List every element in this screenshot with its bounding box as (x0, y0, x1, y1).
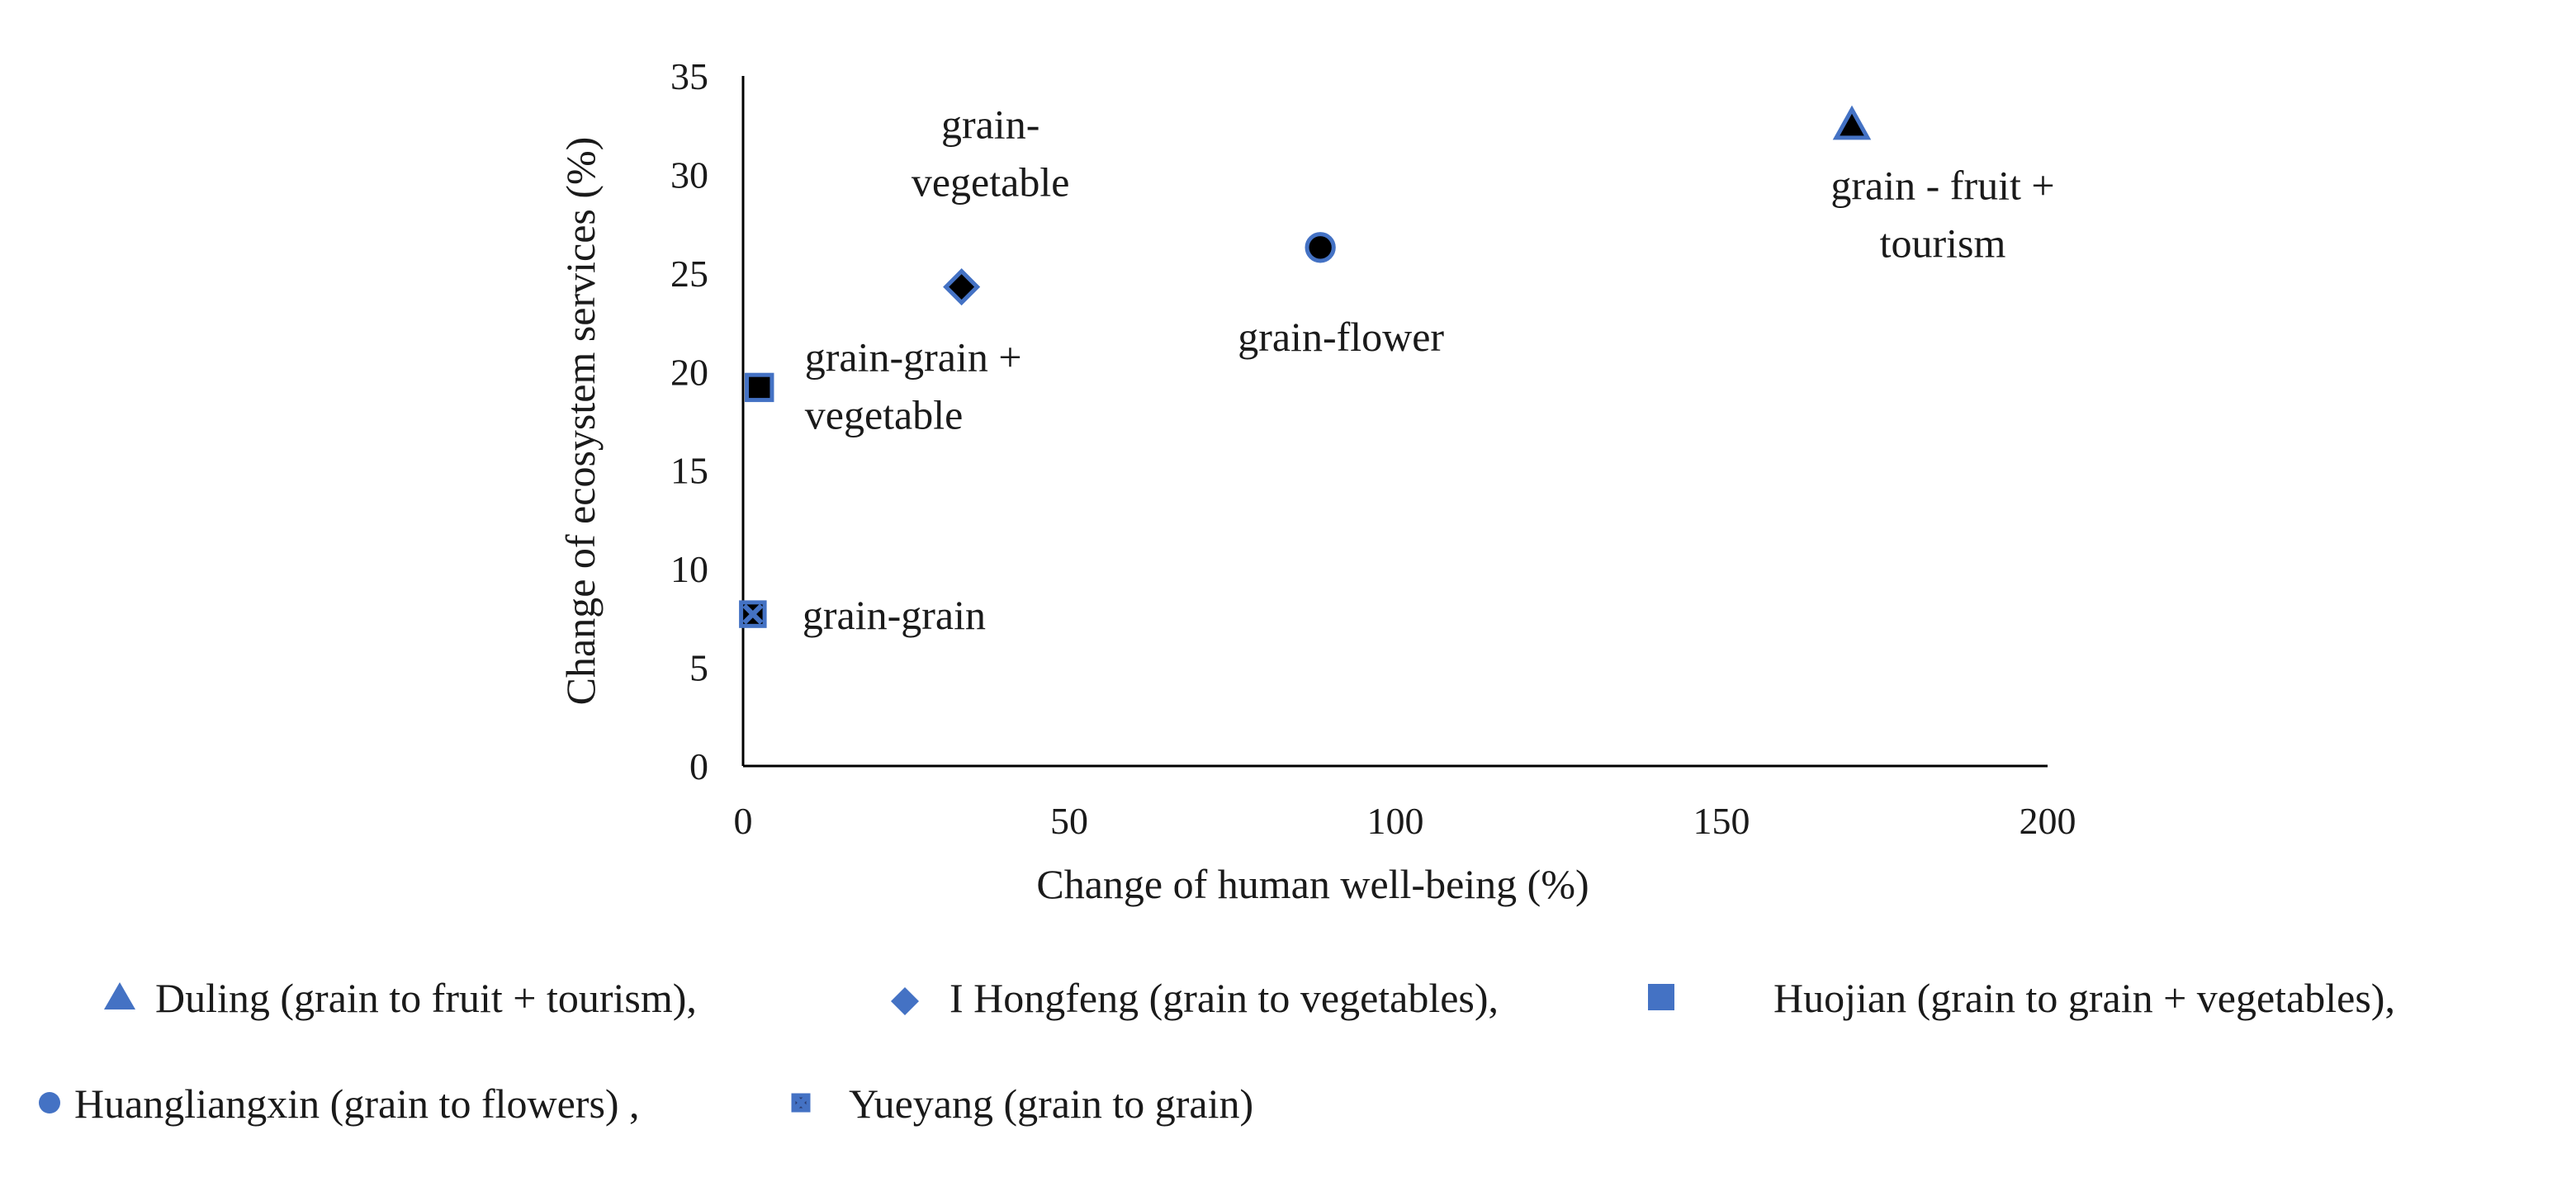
x-tick-labels: 0 50 100 150 200 (734, 800, 2076, 842)
annotation-line: grain - fruit + (1830, 163, 2054, 209)
square-marker (745, 372, 774, 403)
x-tick-label: 50 (1050, 800, 1088, 842)
legend-item: Duling (grain to fruit + tourism), (104, 975, 697, 1021)
point-annotations: grain - fruit + tourismgrain-vegetablegra… (803, 102, 2055, 639)
legend-label: Duling (grain to fruit + tourism), (155, 975, 697, 1021)
data-points (739, 105, 1872, 628)
x-square-cross (742, 603, 764, 625)
y-tick-label: 15 (670, 450, 708, 492)
diamond-marker (943, 268, 981, 306)
x-tick-label: 150 (1693, 800, 1750, 842)
legend-item: Huojian (grain to grain + vegetables), (1648, 975, 2395, 1021)
y-tick-label: 20 (670, 351, 708, 393)
annotation-line: grain- (941, 102, 1039, 148)
legend-marker-square (1648, 984, 1674, 1010)
annotation-line: tourism (1880, 220, 2006, 267)
legend-item: Yueyang (grain to grain) (791, 1080, 1253, 1127)
point-annotation: grain-flower (1238, 314, 1444, 360)
point-annotation: grain-grain + vegetable (805, 333, 1022, 437)
triangle-marker (1832, 105, 1872, 140)
x-tick-label: 200 (2020, 800, 2076, 842)
x-tick-label: 100 (1367, 800, 1424, 842)
circle-marker (1305, 232, 1336, 263)
axes (741, 76, 2048, 768)
legend-marker-triangle (104, 982, 135, 1009)
annotation-line: vegetable (805, 391, 964, 437)
annotation-line: grain-grain (803, 592, 986, 638)
x-tick-label: 0 (734, 800, 753, 842)
data-point-square (745, 372, 774, 403)
legend-item: Huangliangxin (grain to flowers) , (39, 1080, 640, 1127)
y-tick-label: 10 (670, 548, 708, 590)
y-tick-label: 25 (670, 253, 708, 295)
data-point-x-square (739, 600, 767, 628)
legend-item: I Hongfeng (grain to vegetables), (891, 975, 1499, 1021)
point-annotation: grain-grain (803, 592, 986, 638)
legend: Duling (grain to fruit + tourism), I Hong… (39, 975, 2395, 1127)
y-tick-label: 35 (670, 55, 708, 97)
legend-marker-diamond (891, 987, 919, 1015)
legend-label: Huangliangxin (grain to flowers) , (74, 1080, 640, 1127)
annotation-line: grain-flower (1238, 314, 1444, 360)
annotation-line: grain-grain + (805, 333, 1022, 380)
legend-label: I Hongfeng (grain to vegetables), (949, 975, 1499, 1021)
data-point-diamond (943, 268, 981, 306)
data-point-circle (1305, 232, 1336, 263)
legend-marker-circle (39, 1092, 60, 1113)
y-axis-title: Change of ecosystem services (%) (557, 137, 604, 706)
x-square-cross (793, 1095, 808, 1110)
legend-marker-x-square (791, 1093, 811, 1113)
x-axis-title: Change of human well-being (%) (1036, 861, 1589, 907)
data-point-triangle (1832, 105, 1872, 140)
y-tick-labels: 0 5 10 15 20 25 30 35 (670, 55, 708, 787)
legend-label: Huojian (grain to grain + vegetables), (1773, 975, 2395, 1021)
y-tick-label: 30 (670, 154, 708, 196)
y-tick-label: 5 (689, 647, 708, 689)
legend-label: Yueyang (grain to grain) (849, 1080, 1253, 1127)
point-annotation: grain-vegetable (912, 102, 1070, 206)
point-annotation: grain - fruit + tourism (1830, 163, 2054, 267)
y-tick-label: 0 (689, 745, 708, 787)
annotation-line: vegetable (912, 159, 1070, 206)
